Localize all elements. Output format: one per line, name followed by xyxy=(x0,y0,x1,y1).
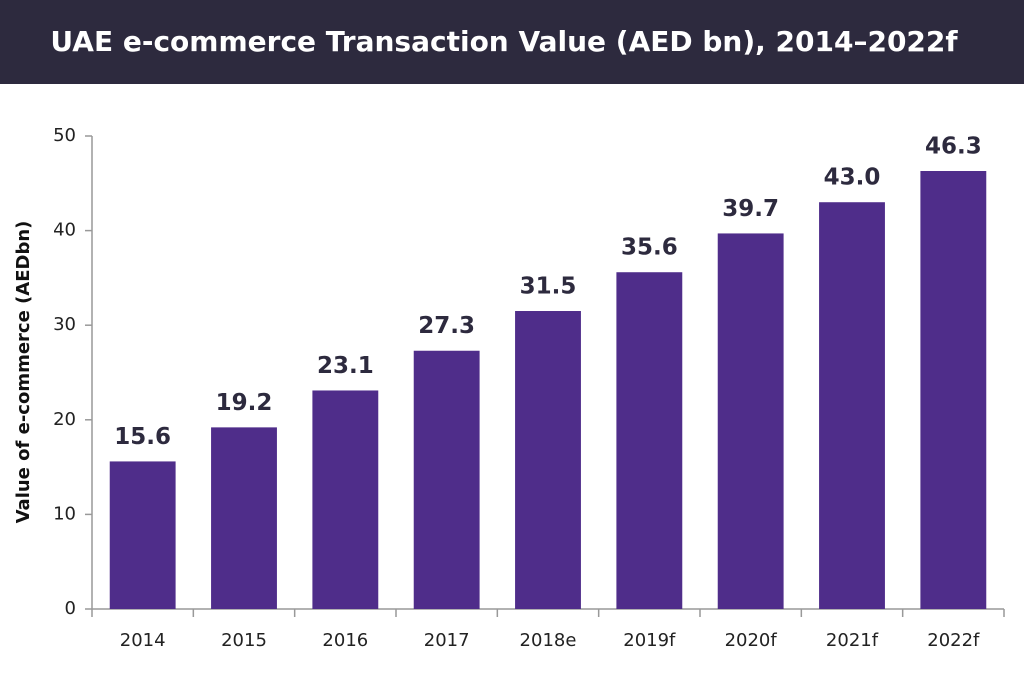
bar xyxy=(413,350,480,609)
value-label: 46.3 xyxy=(925,134,982,160)
value-label: 23.1 xyxy=(317,353,374,379)
x-tick-label: 2017 xyxy=(424,630,470,651)
value-label: 15.6 xyxy=(114,424,171,450)
title-bar xyxy=(0,0,1024,84)
bar xyxy=(920,171,987,609)
x-tick-label: 2016 xyxy=(322,630,368,651)
bar xyxy=(717,233,784,610)
value-label: 31.5 xyxy=(520,274,577,300)
x-tick-label: 2014 xyxy=(120,630,166,651)
x-tick-label: 2020f xyxy=(725,630,778,651)
bar xyxy=(819,202,885,609)
value-label: 19.2 xyxy=(216,390,273,416)
y-tick-label: 50 xyxy=(53,125,76,146)
x-tick-label: 2019f xyxy=(623,630,676,651)
bar xyxy=(312,390,379,609)
bar xyxy=(515,311,581,609)
y-tick-label: 20 xyxy=(53,409,76,430)
value-label: 35.6 xyxy=(621,235,678,261)
y-axis-label: Value of e-commerce (AEDbn) xyxy=(13,221,34,524)
x-tick-label: 2018e xyxy=(520,630,577,651)
value-label: 27.3 xyxy=(418,313,475,339)
value-label: 39.7 xyxy=(722,196,779,222)
x-tick-label: 2015 xyxy=(221,630,267,651)
y-tick-label: 0 xyxy=(65,598,76,619)
x-tick-label: 2022f xyxy=(927,630,980,651)
x-tick-label: 2021f xyxy=(826,630,879,651)
chart-title: UAE e-commerce Transaction Value (AED bn… xyxy=(50,25,958,58)
y-tick-label: 10 xyxy=(53,503,76,524)
y-tick-label: 30 xyxy=(53,314,76,335)
value-label: 43.0 xyxy=(824,165,881,191)
bar xyxy=(109,461,176,609)
bar xyxy=(616,272,683,609)
y-tick-label: 40 xyxy=(53,220,76,241)
bar xyxy=(211,427,277,609)
